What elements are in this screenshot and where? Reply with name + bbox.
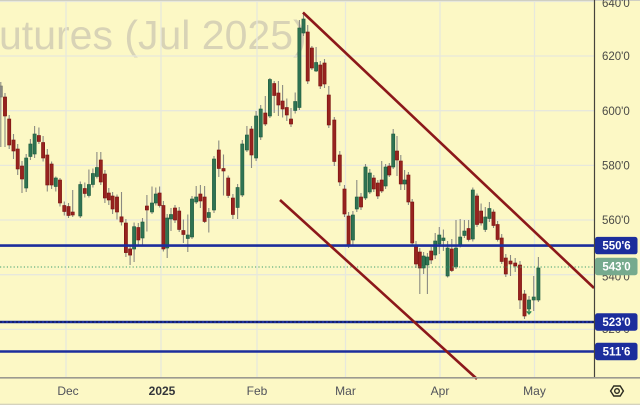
svg-text:May: May [523, 384, 546, 398]
svg-text:Mar: Mar [335, 384, 356, 398]
svg-text:560'0: 560'0 [602, 215, 630, 227]
svg-text:511'6: 511'6 [603, 347, 631, 359]
svg-text:600'0: 600'0 [602, 106, 630, 118]
svg-text:620'0: 620'0 [602, 51, 630, 63]
svg-text:640'0: 640'0 [602, 0, 630, 10]
svg-text:Dec: Dec [57, 384, 78, 398]
svg-text:543'0: 543'0 [602, 262, 630, 274]
svg-text:523'0: 523'0 [602, 317, 630, 329]
svg-text:Feb: Feb [247, 384, 268, 398]
svg-text:2025: 2025 [149, 384, 176, 398]
svg-text:550'6: 550'6 [602, 241, 630, 253]
svg-text:utures (Jul 2025): utures (Jul 2025) [0, 12, 307, 58]
svg-text:Apr: Apr [431, 384, 450, 398]
svg-text:580'0: 580'0 [602, 161, 630, 173]
